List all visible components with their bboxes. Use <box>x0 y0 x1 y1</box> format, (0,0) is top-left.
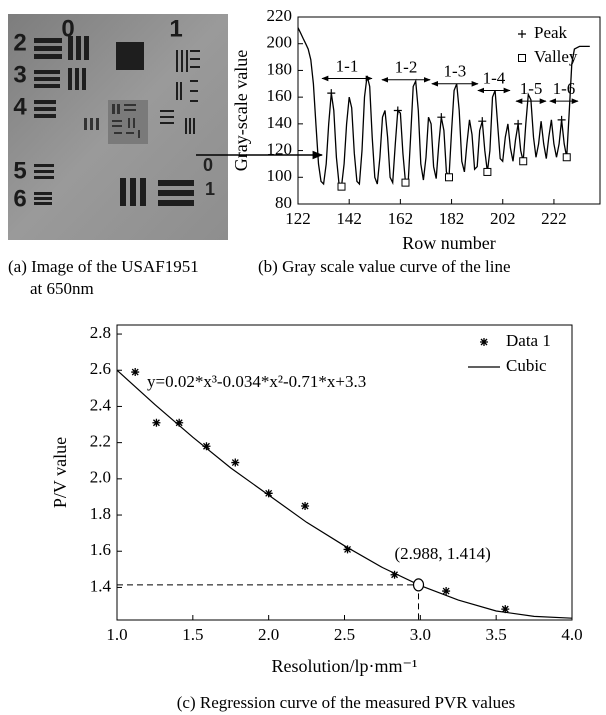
legend-label: Peak <box>534 23 568 42</box>
y-tick-label: 1.6 <box>90 540 111 559</box>
element-number: 1 <box>205 179 215 199</box>
data-point <box>390 570 399 579</box>
plot-frame <box>297 16 601 205</box>
valley-marker <box>337 182 346 191</box>
peak-marker <box>514 119 523 128</box>
data-point <box>131 368 140 377</box>
data-point <box>301 501 310 510</box>
valley-marker <box>483 167 492 176</box>
caption: (c) Regression curve of the measured PVR… <box>177 693 515 712</box>
span-label: 1-1 <box>336 56 359 75</box>
y-tick-label: 180 <box>267 59 293 78</box>
x-axis-label: Row number <box>402 233 496 253</box>
x-tick-label: 3.0 <box>410 625 431 644</box>
span-label: 1-6 <box>553 79 576 98</box>
span-label: 1-5 <box>520 79 543 98</box>
x-tick-label: 2.5 <box>334 625 355 644</box>
peak-marker <box>327 89 336 98</box>
highlight-label: (2.988, 1.414) <box>395 544 491 563</box>
element-number: 3 <box>13 61 26 88</box>
y-tick-label: 2.0 <box>90 468 111 487</box>
valley-marker <box>519 157 528 166</box>
data-point <box>202 442 211 451</box>
span-label: 1-4 <box>483 68 506 87</box>
x-tick-label: 142 <box>336 209 362 228</box>
span-label: 1-3 <box>444 62 467 81</box>
equation: y=0.02*x³-0.034*x²-0.71*x+3.3 <box>147 372 366 391</box>
y-tick-label: 200 <box>267 33 293 52</box>
y-tick-label: 1.4 <box>90 576 112 595</box>
y-tick-label: 160 <box>267 86 293 105</box>
valley-marker <box>445 173 453 182</box>
legend-label: Cubic <box>506 356 547 375</box>
x-tick-label: 182 <box>439 209 465 228</box>
fit-curve <box>116 369 573 619</box>
span-label: 1-2 <box>395 58 418 77</box>
data-point <box>442 587 451 596</box>
legend-symbol <box>518 30 526 38</box>
y-tick-label: 80 <box>275 193 292 212</box>
peak-marker <box>437 113 446 122</box>
peak-marker <box>557 115 566 124</box>
target-image: 0 1 2 3 4 5 6 0 1 <box>8 14 228 240</box>
element-number: 5 <box>13 157 26 184</box>
caption: (b) Gray scale value curve of the line <box>258 257 511 276</box>
y-tick-label: 120 <box>267 139 293 158</box>
x-tick-label: 222 <box>541 209 567 228</box>
y-axis-label: P/V value <box>50 437 70 508</box>
x-tick-label: 1.0 <box>106 625 127 644</box>
x-tick-label: 122 <box>285 209 311 228</box>
data-point <box>152 418 161 427</box>
group-number: 0 <box>61 15 74 42</box>
peak-marker <box>478 117 487 126</box>
valley-marker <box>562 153 571 162</box>
x-tick-label: 4.0 <box>561 625 582 644</box>
caption: (a) Image of the USAF1951 <box>8 257 199 276</box>
element-number: 6 <box>13 185 26 212</box>
highlight-point <box>412 578 425 592</box>
legend-symbol <box>480 338 488 346</box>
y-tick-label: 220 <box>267 6 293 25</box>
valley-marker <box>401 178 410 187</box>
y-axis-label: Gray-scale value <box>231 50 251 171</box>
legend-label: Data 1 <box>506 331 551 350</box>
y-tick-label: 2.8 <box>90 323 111 342</box>
x-axis-label: Resolution/lp·mm⁻¹ <box>272 656 418 676</box>
data-point <box>231 458 240 467</box>
y-tick-label: 2.4 <box>90 395 112 414</box>
legend-label: Valley <box>534 47 578 66</box>
data-point <box>501 605 510 614</box>
element-number: 4 <box>13 93 27 120</box>
y-tick-label: 1.8 <box>90 504 111 523</box>
x-tick-label: 1.5 <box>182 625 203 644</box>
data-point <box>264 489 273 498</box>
reference-lines <box>117 584 420 620</box>
x-tick-label: 2.0 <box>258 625 279 644</box>
peak-marker <box>393 106 402 115</box>
element-number: 2 <box>13 29 26 56</box>
data-point <box>343 545 352 554</box>
y-tick-label: 100 <box>267 166 293 185</box>
caption: at 650nm <box>30 279 94 298</box>
y-tick-label: 2.6 <box>90 359 111 378</box>
y-tick-label: 2.2 <box>90 432 111 451</box>
x-tick-label: 202 <box>490 209 516 228</box>
plot-frame <box>116 324 573 621</box>
y-tick-label: 140 <box>267 113 293 132</box>
x-tick-label: 162 <box>388 209 414 228</box>
data-point <box>175 418 184 427</box>
x-tick-label: 3.5 <box>486 625 507 644</box>
group-number: 1 <box>169 15 182 42</box>
legend-symbol <box>518 54 526 62</box>
group-number: 0 <box>203 155 213 175</box>
gray-curve <box>297 27 590 189</box>
